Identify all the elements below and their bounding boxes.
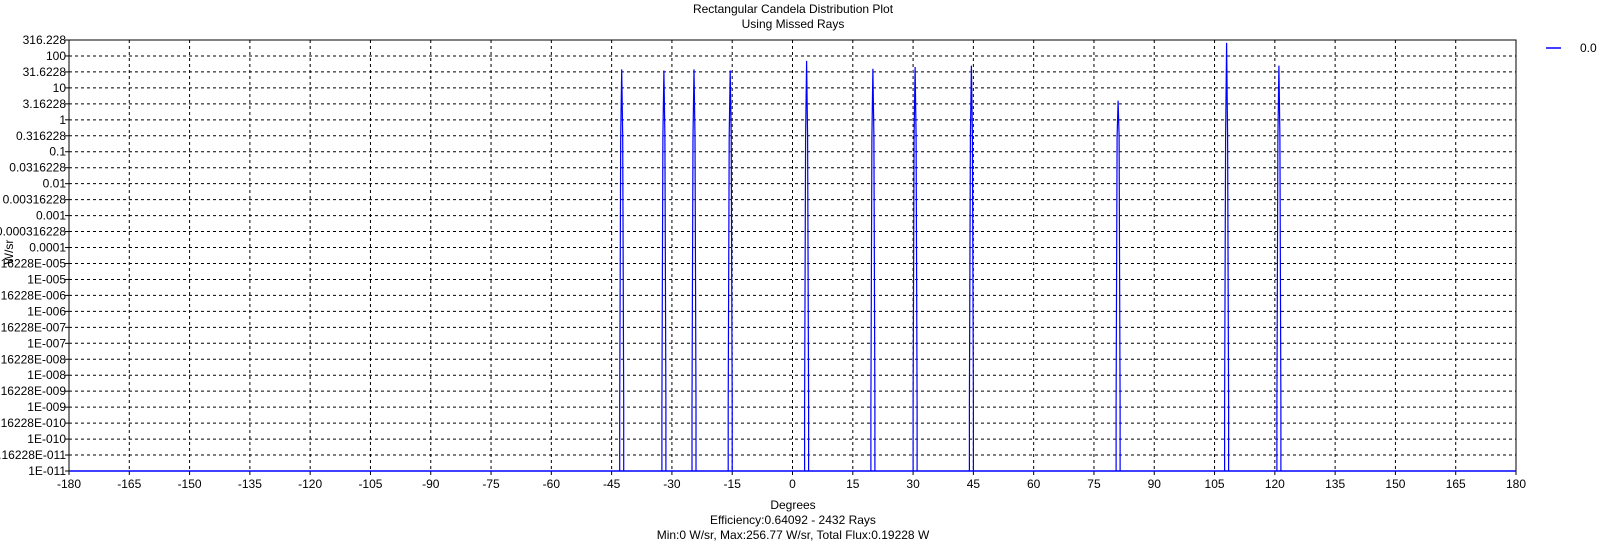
axes [65,39,1517,475]
y-tick-label: 1E-006 [27,304,66,318]
x-tick-label: 30 [906,477,920,491]
y-tick-label: 316.228 [23,33,67,47]
y-tick-label: 3.16228 [23,97,67,111]
y-tick-label: 3.16228E-009 [0,384,66,398]
x-tick-label: -120 [298,477,322,491]
x-tick-label: 135 [1325,477,1345,491]
x-tick-label: -150 [178,477,202,491]
y-tick-label: 0.00316228 [3,193,67,207]
x-tick-label: -75 [482,477,500,491]
stats-text: Min:0 W/sr, Max:256.77 W/sr, Total Flux:… [657,528,930,542]
y-tick-label: 1E-009 [27,400,66,414]
x-tick-label: 75 [1087,477,1101,491]
x-tick-label: -165 [117,477,141,491]
x-tick-label: 60 [1027,477,1041,491]
y-tick-label: 0.316228 [16,129,66,143]
x-tick-label: -135 [238,477,262,491]
series-peak [1276,65,1282,471]
x-tick-label: -180 [57,477,81,491]
grid-lines [69,40,1516,471]
x-tick-label: 0 [789,477,796,491]
efficiency-text: Efficiency:0.64092 - 2432 Rays [710,513,876,527]
legend-series-label: 0.0 [1580,41,1597,55]
y-tick-label: 3.16228E-005 [0,256,66,270]
series-peak [912,66,918,471]
y-tick-label: 31.6228 [23,65,67,79]
series-peak [968,65,975,471]
y-tick-label: 3.16228E-007 [0,320,66,334]
y-tick-label: 0.01 [43,177,67,191]
y-tick-label: 3.16228E-011 [0,448,66,462]
chart-subtitle: Using Missed Rays [742,17,845,31]
x-tick-label: 90 [1148,477,1162,491]
series-peak [727,70,733,471]
x-tick-label: 150 [1385,477,1405,491]
x-tick-label: -30 [663,477,681,491]
y-tick-label: 1E-011 [28,464,66,478]
y-tick-label: 0.0001 [29,241,66,255]
series-peak [870,68,876,471]
y-tick-label: 10 [53,81,67,95]
x-tick-label: -90 [422,477,440,491]
x-tick-label: 180 [1506,477,1526,491]
x-tick-label: 45 [967,477,981,491]
x-tick-label: -105 [358,477,382,491]
chart-title: Rectangular Candela Distribution Plot [693,2,894,16]
plot-series [69,42,1516,472]
y-tick-label: 1E-010 [27,432,66,446]
y-axis-label: W/sr [2,240,16,265]
x-tick-labels: -180 -165 -150 -135 -120 -105 -90 -75 -60 -45 -30-… [57,477,1526,491]
x-tick-label: -60 [543,477,561,491]
y-tick-label: 1E-007 [27,336,66,350]
y-tick-label: 3.16228E-008 [0,352,66,366]
x-tick-label: 120 [1265,477,1285,491]
series-peak [1115,100,1121,471]
y-tick-labels: 316.228 100 31.6228 10 3.16228 1 0.316228 0.1 0.… [0,33,66,478]
series-peak [803,60,810,471]
y-tick-label: 0.0316228 [9,161,66,175]
y-tick-label: 100 [46,49,66,63]
y-tick-label: 1 [59,113,66,127]
series-peak [1223,42,1230,471]
y-tick-label: 0.1 [49,145,66,159]
x-tick-label: -15 [724,477,742,491]
y-tick-label: 1E-008 [27,368,66,382]
y-tick-label: 0.000316228 [0,225,66,239]
y-tick-label: 3.16228E-010 [0,416,66,430]
legend: 0.0 [1546,41,1597,55]
x-tick-label: -45 [603,477,621,491]
x-tick-label: 165 [1446,477,1466,491]
x-tick-label: 105 [1205,477,1225,491]
y-tick-label: 1E-005 [27,272,66,286]
series-peak [691,69,697,471]
y-tick-label: 3.16228E-006 [0,288,66,302]
x-tick-label: 15 [846,477,860,491]
y-tick-label: 0.001 [36,209,66,223]
series-peak [661,70,667,471]
x-axis-label: Degrees [770,498,815,512]
series-peak [619,69,625,471]
